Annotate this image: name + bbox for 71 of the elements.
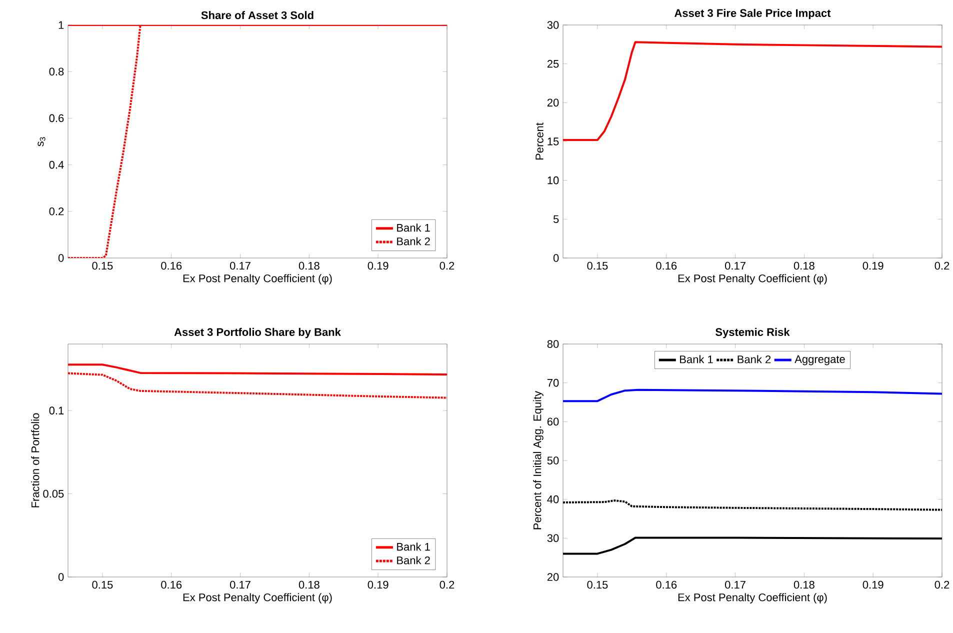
y-tick-label: 1: [58, 21, 64, 29]
legend-label: Bank 1: [680, 355, 713, 364]
y-tick-label: 0.2: [49, 207, 64, 216]
legend-label: Bank 1: [397, 542, 430, 551]
y-tick-label: 30: [547, 534, 559, 542]
y-tick-label: 0: [58, 254, 64, 262]
chart-title: Asset 3 Fire Sale Price Impact: [674, 8, 831, 20]
x-axis-title: Ex Post Penalty Coefficient (φ): [678, 593, 827, 604]
x-tick-label: 0.18: [298, 580, 320, 589]
y-tick-label: 70: [547, 378, 559, 387]
y-axis-title: Fraction of Portfolio: [31, 413, 40, 508]
y-axis-title: Percent: [536, 122, 544, 160]
x-axis-title: Ex Post Penalty Coefficient (φ): [183, 274, 332, 284]
y-tick-label: 30: [547, 21, 559, 29]
legend-label: Bank 2: [738, 355, 771, 364]
line-series: [68, 364, 447, 376]
x-tick-label: 0.18: [298, 262, 320, 270]
x-tick-label: 0.2: [934, 262, 950, 270]
x-tick-label: 0.19: [862, 262, 884, 270]
x-tick-label: 0.19: [368, 580, 388, 589]
x-tick-label: 0.15: [92, 262, 113, 270]
y-tick-label: 0.1: [49, 406, 64, 414]
y-tick-label: 80: [547, 340, 559, 348]
y-tick-label: 0.05: [43, 490, 64, 498]
chart-title: Systemic Risk: [716, 328, 790, 338]
x-axis-title: Ex Post Penalty Coefficient (φ): [678, 274, 827, 284]
y-tick-label: 0.4: [49, 160, 64, 169]
x-tick-label: 0.18: [794, 262, 814, 270]
x-tick-label: 0.2: [440, 580, 454, 589]
x-tick-label: 0.16: [161, 262, 182, 270]
y-tick-label: 0: [553, 254, 559, 262]
legend-label: Aggregate: [794, 355, 845, 366]
x-axis-title: Ex Post Penalty Coefficient (φ): [183, 593, 332, 604]
x-tick-label: 0.15: [92, 580, 113, 589]
y-tick-label: 15: [548, 138, 559, 146]
x-tick-label: 0.16: [656, 580, 677, 589]
y-tick-label: 40: [547, 495, 559, 504]
x-tick-label: 0.2: [934, 580, 950, 589]
y-tick-label: 60: [547, 418, 559, 426]
chart-title: Asset 3 Portfolio Share by Bank: [174, 328, 341, 338]
x-tick-label: 0.18: [794, 580, 814, 589]
y-tick-label: 0: [58, 573, 64, 581]
y-tick-label: 10: [548, 176, 559, 184]
x-tick-label: 0.2: [440, 262, 454, 270]
legend-label: Bank 1: [397, 224, 430, 232]
y-tick-label: 20: [547, 98, 559, 107]
legend-label: Bank 2: [397, 237, 430, 246]
x-tick-label: 0.16: [656, 262, 677, 270]
y-tick-label: 20: [547, 573, 559, 581]
y-axis-title: s$_{3}$: [38, 137, 46, 146]
x-tick-label: 0.15: [587, 262, 608, 270]
y-axis-title: Percent of Initial Agg. Equity: [533, 390, 544, 530]
y-tick-label: 25: [547, 60, 559, 68]
line-series: [563, 500, 942, 511]
x-tick-label: 0.15: [587, 580, 608, 589]
y-tick-label: 50: [547, 456, 559, 464]
x-tick-label: 0.16: [161, 580, 182, 589]
line-series: [68, 372, 447, 399]
y-tick-label: 5: [553, 215, 559, 223]
y-tick-label: 0.6: [49, 114, 64, 122]
x-tick-label: 0.19: [368, 262, 388, 270]
x-tick-label: 0.17: [230, 262, 250, 270]
y-tick-label: 0.8: [49, 68, 64, 76]
line-series: [563, 536, 942, 555]
x-tick-label: 0.17: [725, 262, 746, 270]
legend-label: Bank 2: [397, 556, 430, 564]
x-tick-label: 0.17: [725, 580, 746, 589]
chart-title: Share of Asset 3 Sold: [201, 11, 314, 20]
line-series: [563, 388, 942, 402]
x-tick-label: 0.17: [230, 580, 250, 589]
x-tick-label: 0.19: [862, 580, 884, 589]
